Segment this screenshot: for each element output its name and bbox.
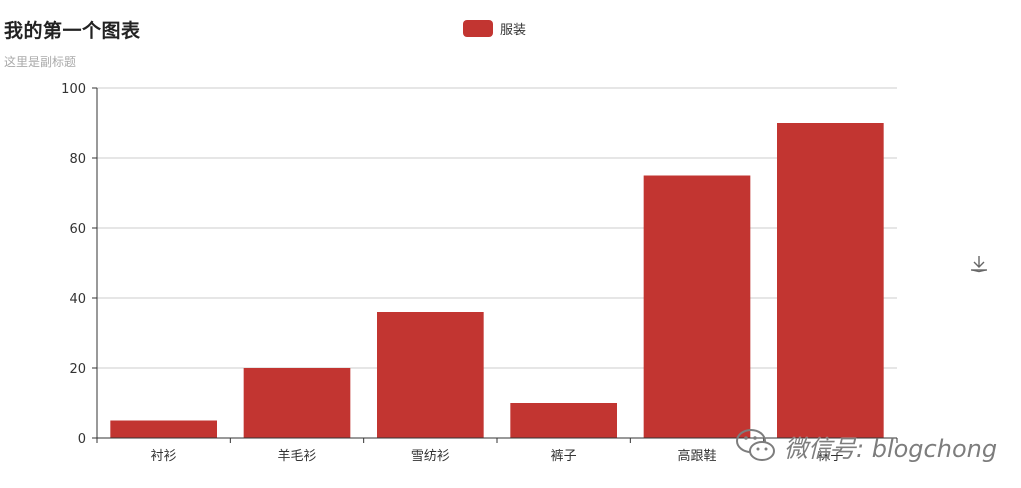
y-tick-label: 60 [69,222,86,237]
grid-lines [97,87,897,369]
x-tick-label: 高跟鞋 [677,448,716,464]
bar [377,312,484,438]
bar [243,368,351,438]
x-tick-label: 衬衫 [151,449,177,464]
legend[interactable]: 服装 [463,19,526,38]
y-tick-label: 80 [69,152,86,167]
bar [643,175,751,438]
axes: 0 20 40 60 80 100 衬衫 羊毛衫 雪纺衫 裤子 高跟鞋 袜子 [61,82,898,464]
bar [777,123,884,438]
chart-subtitle: 这里是副标题 [4,55,77,69]
legend-swatch[interactable] [463,20,493,37]
y-tick-label: 100 [61,82,86,97]
wechat-logo-icon [736,429,775,461]
y-tick-label: 20 [69,362,86,377]
x-tick-label: 雪纺衫 [411,449,450,464]
y-tick-label: 40 [69,292,86,307]
download-icon[interactable] [968,253,990,275]
watermark: 微信号: blogchong [734,426,997,466]
x-tick-label: 裤子 [551,449,577,464]
bars [110,123,884,438]
bar [510,403,617,438]
bar [110,420,217,438]
watermark-text: 微信号: blogchong [784,434,998,463]
x-tick-label: 袜子 [817,449,843,464]
legend-label[interactable]: 服装 [500,23,527,38]
y-tick-label: 0 [78,432,86,447]
chart-title: 我的第一个图表 [4,20,141,42]
x-tick-label: 羊毛衫 [277,448,316,464]
